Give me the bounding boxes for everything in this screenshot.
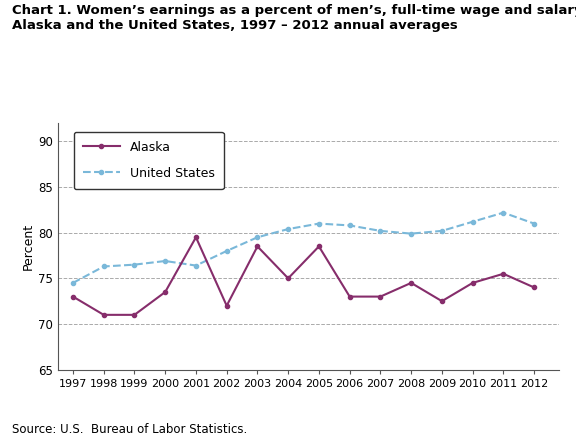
Text: Chart 1. Women’s earnings as a percent of men’s, full-time wage and salary worke: Chart 1. Women’s earnings as a percent o…	[12, 4, 576, 33]
Legend: Alaska, United States: Alaska, United States	[74, 132, 223, 189]
Y-axis label: Percent: Percent	[22, 223, 35, 270]
Text: Source: U.S.  Bureau of Labor Statistics.: Source: U.S. Bureau of Labor Statistics.	[12, 422, 247, 436]
